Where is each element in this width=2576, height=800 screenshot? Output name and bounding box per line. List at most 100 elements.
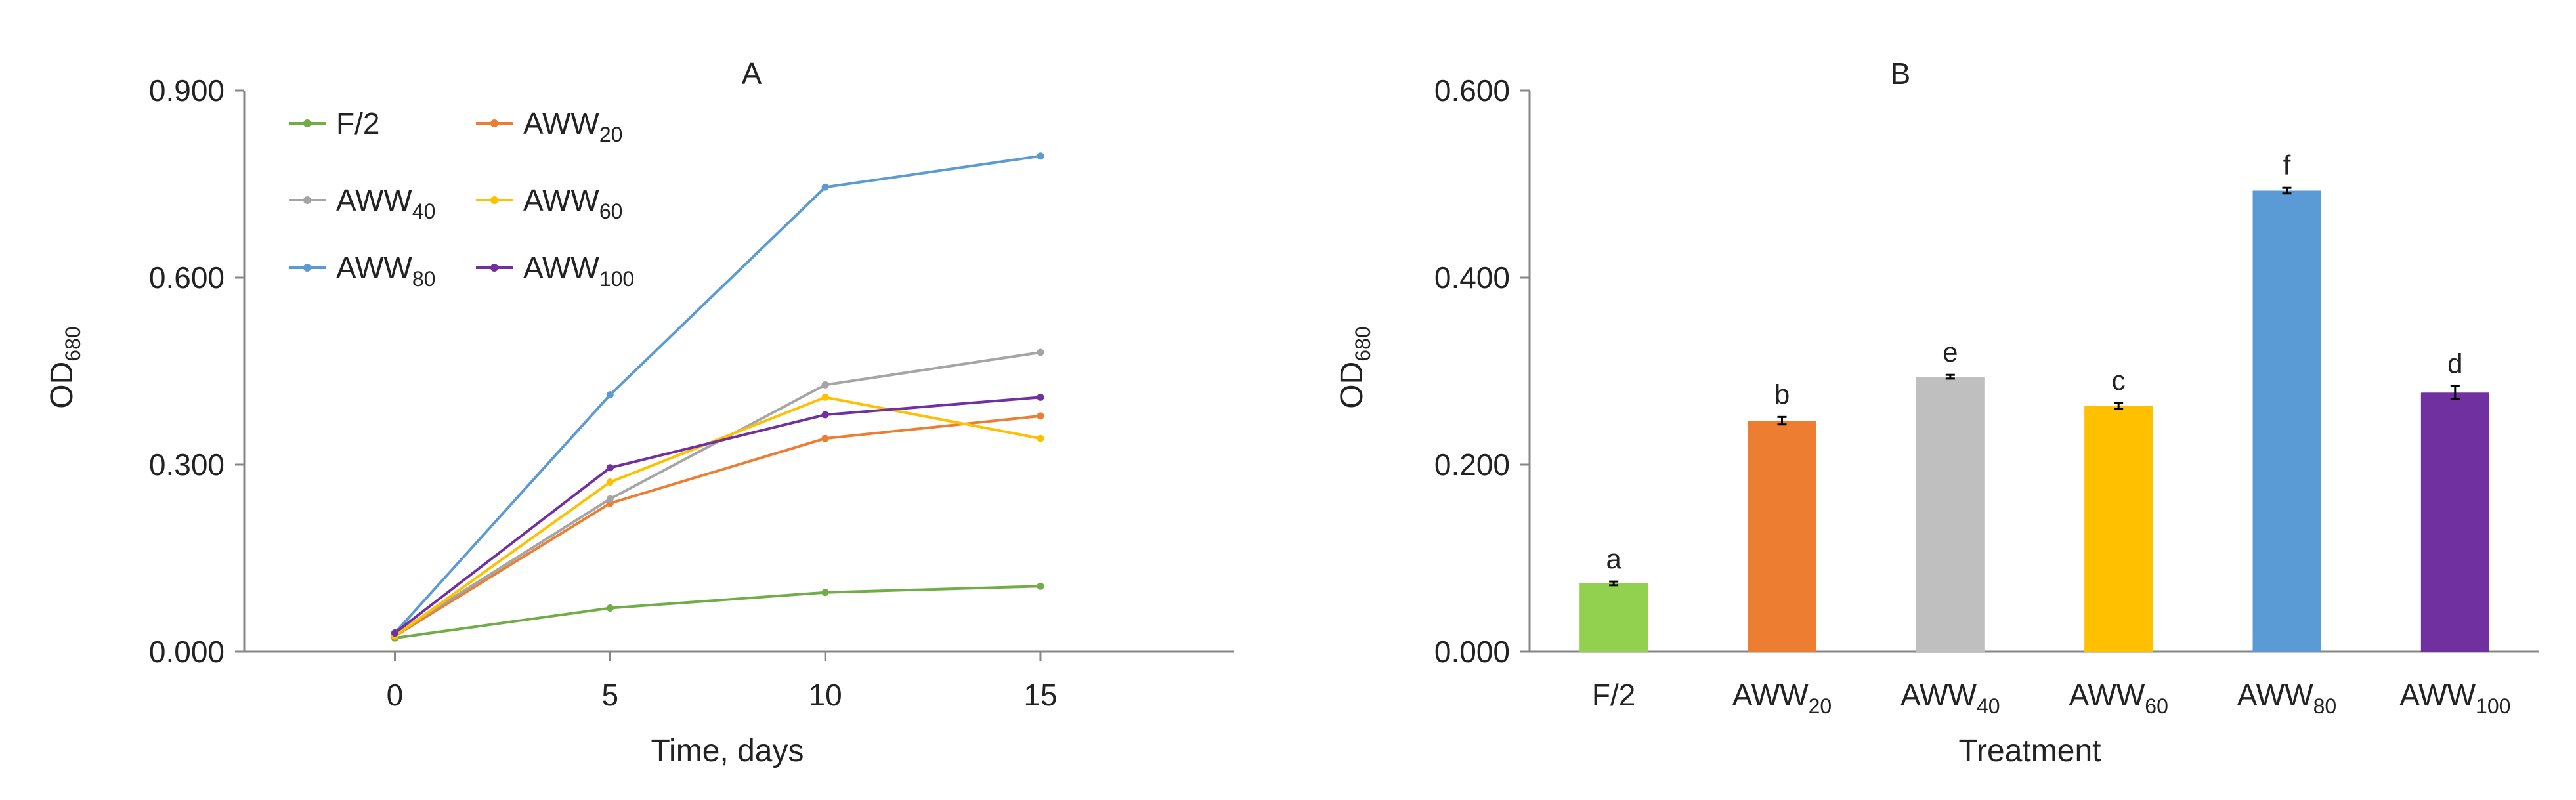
legend-label: AWW20	[523, 106, 622, 146]
bar-group: a F/2	[1579, 543, 1648, 712]
legend-label-main: AWW	[523, 183, 599, 217]
legend-label-main: AWW	[336, 251, 412, 285]
bar	[1748, 421, 1816, 652]
legend-swatch-marker	[490, 119, 498, 127]
legend-swatch-marker	[303, 196, 311, 204]
legend-swatch-marker	[303, 264, 311, 272]
x-tick-label-subscript: 80	[2313, 694, 2337, 718]
bar-chart-panel: B 0.000 0.200 0.400 0.600 OD680 Treatment a…	[1335, 56, 2539, 768]
y-tick-label: 0.400	[1434, 261, 1510, 295]
x-tick-label-subscript: 40	[1977, 694, 2000, 718]
x-axis-title: Time, days	[651, 734, 804, 768]
y-axis-title: OD680	[45, 326, 85, 408]
x-tick-label-main: AWW	[2069, 678, 2145, 712]
series-path	[394, 351, 1041, 636]
bar	[1916, 377, 1985, 652]
x-tick-label: 15	[1023, 678, 1057, 712]
series-path	[395, 585, 1041, 640]
legend-label-main: F/2	[336, 106, 379, 140]
legend-item: AWW60	[476, 183, 622, 223]
data-point	[821, 411, 829, 419]
bar-group: c AWW60	[2069, 365, 2168, 718]
series-line-1	[391, 412, 1044, 640]
legend-item: AWW80	[289, 251, 435, 291]
series-line-5	[391, 393, 1044, 637]
significance-label: b	[1774, 379, 1790, 410]
x-tick-label: AWW100	[2399, 678, 2510, 718]
series-path	[394, 414, 1041, 637]
x-tick-label: 0	[387, 678, 404, 712]
legend-swatch-marker	[490, 196, 498, 204]
legend-label-main: AWW	[523, 251, 599, 285]
y-tick-label: 0.200	[1434, 448, 1510, 482]
legend-label: F/2	[336, 106, 379, 140]
bar-group: e AWW40	[1900, 337, 2000, 718]
series-line-2	[391, 348, 1044, 638]
line-chart-panel: A 0.000 0.300 0.600 0.900 0 5 10 15 OD680 Time…	[45, 56, 1234, 768]
legend-label: AWW100	[523, 251, 634, 291]
y-axis-title-main: OD	[1335, 362, 1369, 409]
x-tick-label-subscript: 100	[2476, 694, 2510, 718]
series-line-3	[391, 393, 1044, 640]
significance-label: d	[2447, 348, 2462, 379]
x-tick-label: F/2	[1592, 678, 1635, 712]
legend-label-main: AWW	[523, 106, 599, 140]
legend-item: F/2	[289, 106, 379, 140]
x-tick-label-main: AWW	[1732, 678, 1809, 712]
significance-label: f	[2283, 150, 2291, 180]
y-axis-ticks: 0.000 0.200 0.400 0.600	[1434, 74, 1530, 669]
legend-label: AWW80	[336, 251, 435, 291]
x-tick-label: 5	[602, 678, 619, 712]
data-point	[821, 183, 829, 191]
data-point	[1037, 152, 1044, 160]
data-point	[1037, 412, 1044, 420]
legend-label-subscript: 60	[599, 200, 623, 223]
data-point	[1037, 348, 1044, 356]
x-tick-label: AWW60	[2069, 678, 2168, 718]
legend-label-subscript: 20	[599, 123, 623, 146]
data-point	[1037, 434, 1044, 442]
x-tick-label-main: AWW	[1900, 678, 1977, 712]
y-tick-label: 0.900	[149, 74, 225, 108]
x-tick-label-main: AWW	[2399, 678, 2476, 712]
y-tick-label: 0.600	[149, 261, 225, 295]
bar-group: f AWW80	[2237, 150, 2336, 718]
series-line-0	[391, 582, 1044, 642]
y-tick-label: 0.600	[1434, 74, 1510, 108]
significance-label: a	[1606, 543, 1621, 574]
legend-item: AWW40	[289, 183, 435, 223]
data-point	[606, 391, 614, 399]
bar-group: b AWW20	[1732, 379, 1832, 718]
data-point	[821, 393, 829, 401]
x-tick-label: AWW40	[1900, 678, 2000, 718]
bar	[2084, 406, 2153, 652]
legend-swatch-marker	[303, 119, 311, 127]
legend-swatch-marker	[490, 264, 498, 272]
legend-item: AWW20	[476, 106, 622, 146]
data-point	[606, 495, 614, 503]
x-tick-label-subscript: 60	[2145, 694, 2168, 718]
y-tick-label: 0.000	[149, 635, 225, 669]
panel-label-b: B	[1891, 56, 1911, 91]
y-axis-title: OD680	[1335, 326, 1375, 408]
data-point	[821, 434, 829, 442]
significance-label: e	[1943, 337, 1958, 368]
data-point	[821, 589, 829, 597]
x-axis-title: Treatment	[1959, 734, 2101, 768]
y-axis-ticks: 0.000 0.300 0.600 0.900	[149, 74, 244, 669]
x-tick-label-main: F/2	[1592, 678, 1635, 712]
x-tick-label: AWW80	[2237, 678, 2336, 718]
legend-label-subscript: 40	[412, 200, 436, 223]
legend-label-subscript: 100	[599, 267, 634, 291]
x-tick-label: 10	[809, 678, 842, 712]
data-point	[606, 604, 614, 612]
data-point	[1037, 393, 1044, 401]
bar-group: d AWW100	[2399, 348, 2510, 718]
x-axis-ticks: 0 5 10 15	[387, 652, 1058, 712]
data-point	[391, 629, 398, 637]
series-path	[394, 396, 1041, 635]
data-point	[821, 381, 829, 389]
